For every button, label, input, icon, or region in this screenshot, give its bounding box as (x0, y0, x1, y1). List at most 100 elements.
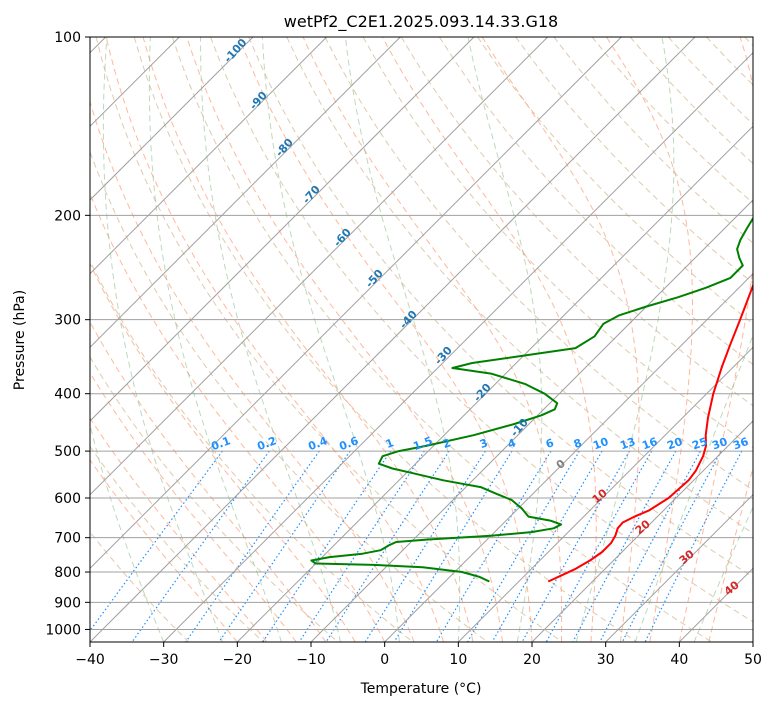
y-axis-label: Pressure (hPa) (12, 290, 28, 390)
x-tick-label: 40 (670, 652, 688, 668)
green-dashed-line (200, 37, 341, 642)
chart-title: wetPf2_C2E1.2025.093.14.33.G18 (284, 12, 558, 32)
x-axis-label: Temperature (°C) (360, 681, 482, 697)
mixing-ratio-label: 0.6 (337, 434, 360, 453)
moist-adiabat-line (142, 37, 474, 642)
green-dashed-line (575, 37, 675, 642)
plot-background (90, 37, 753, 642)
mixing-ratio-label: 1 (384, 436, 396, 451)
mixing-ratio-label: 8 (572, 436, 584, 451)
series-lines (310, 216, 753, 583)
moist-adiabat-line (238, 37, 533, 642)
moist-adiabat-line (606, 37, 693, 642)
x-tick-label: 50 (744, 652, 762, 668)
isotherm-line (531, 420, 753, 642)
isotherm-line (90, 37, 696, 642)
moist-adiabat-line (90, 417, 268, 642)
isotherm-line (236, 125, 753, 642)
moist-adiabat-line (90, 192, 386, 642)
mixing-ratio-line (90, 450, 223, 632)
y-tick-label: 600 (54, 491, 81, 507)
moist-adiabat-line (678, 37, 753, 642)
x-tick-label: −10 (296, 652, 326, 668)
mixing-ratio-label: 1.5 (411, 434, 434, 453)
mixing-ratio-label: 2 (441, 436, 453, 451)
moist-adiabat-line (90, 371, 297, 642)
y-tick-label: 700 (54, 531, 81, 547)
dry-adiabat-line (210, 37, 753, 623)
moist-adiabat-line (90, 459, 238, 642)
dry-adiabat-line (324, 37, 753, 491)
moist-adiabat-line (105, 37, 445, 642)
isotherm-line (605, 493, 753, 642)
y-axis-ticks: 100 200 300 400 500 600 700 800 900 1000 (45, 30, 90, 638)
moist-adiabat-line (381, 37, 597, 642)
green-dashed-line (693, 505, 753, 642)
y-tick-label: 100 (54, 30, 81, 46)
dry-adiabat-line (90, 445, 264, 642)
dry-adiabat-line (438, 37, 753, 366)
x-tick-label: −20 (223, 652, 253, 668)
mixing-ratio-line (599, 450, 702, 642)
green-dashed-line (148, 37, 282, 642)
y-tick-label: 200 (54, 208, 81, 224)
dewpoint-line (310, 216, 753, 583)
isotherm-line (752, 641, 753, 642)
isotherm-line (163, 51, 753, 642)
dry-adiabat-line (133, 37, 638, 642)
dry-adiabat-line (95, 37, 563, 642)
y-tick-label: 1000 (45, 622, 81, 638)
x-tick-label: 0 (380, 652, 389, 668)
mixing-ratio-line (621, 450, 722, 642)
mixing-ratio-label: 36 (731, 435, 750, 453)
x-tick-label: 30 (597, 652, 615, 668)
mixing-ratio-label: 16 (640, 435, 659, 453)
moist-adiabat-line (186, 37, 503, 642)
moist-adiabat-line (302, 37, 563, 642)
mixing-ratio-line (545, 450, 653, 642)
mixing-ratio-label: 10 (591, 435, 610, 453)
mixing-ratio-label: 0.4 (306, 434, 329, 453)
x-tick-label: 20 (523, 652, 541, 668)
mixing-ratio-label: 30 (710, 435, 729, 453)
moist-adiabat-line (481, 37, 640, 642)
mixing-ratio-label: 25 (690, 435, 709, 452)
y-tick-label: 900 (54, 595, 81, 611)
mixing-ratio-label: 13 (618, 435, 637, 452)
dry-adiabat-line (90, 356, 339, 642)
x-tick-label: −40 (75, 652, 105, 668)
dry-adiabat-line (90, 150, 488, 642)
green-dashed-line (344, 37, 461, 642)
x-tick-label: −30 (149, 652, 179, 668)
mixing-ratio-label: 4 (506, 436, 518, 451)
isotherm-line (90, 37, 328, 275)
green-dashed-line (467, 37, 543, 642)
mixing-ratio-line (185, 450, 320, 642)
y-tick-label: 400 (54, 387, 81, 403)
isotherm-line (90, 37, 549, 496)
mixing-ratio-line (572, 450, 677, 642)
isotherm-line (457, 346, 753, 642)
mixing-ratio-label: 6 (544, 436, 556, 451)
mixing-ratio-line (298, 450, 425, 642)
mixing-ratio-line (521, 450, 631, 642)
y-tick-label: 300 (54, 313, 81, 329)
isotherm-line (90, 37, 475, 422)
mixing-ratio-line (644, 450, 743, 642)
isotherm-line (90, 37, 401, 349)
x-axis-ticks: −40 −30 −20 −10 0 10 20 30 40 50 (75, 642, 762, 668)
plot-frame (89, 36, 754, 643)
mixing-ratio-label: 0.1 (209, 434, 232, 453)
isotherm-line (90, 37, 622, 570)
mixing-ratio-label: 3 (478, 436, 490, 451)
isotherm-line (384, 272, 753, 642)
y-tick-label: 800 (54, 565, 81, 581)
y-tick-label: 500 (54, 444, 81, 460)
moist-adiabat-line (90, 262, 356, 642)
dry-adiabat-line (477, 37, 753, 325)
mixing-ratio-label: 0.2 (255, 434, 278, 453)
mixing-ratio-line (218, 450, 351, 642)
green-dashed-line (90, 422, 165, 642)
x-tick-label: 10 (449, 652, 467, 668)
